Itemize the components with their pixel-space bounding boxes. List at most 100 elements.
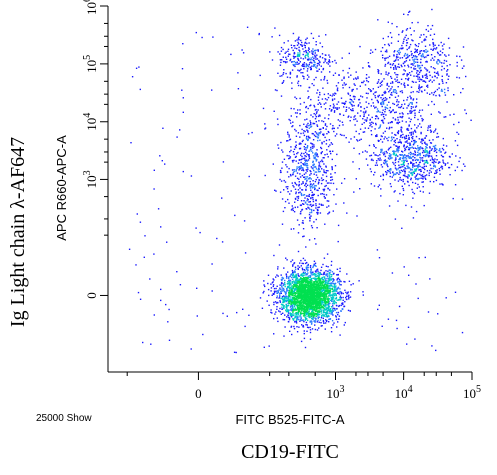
event-dot — [321, 53, 324, 55]
event-dot — [312, 305, 314, 307]
event-dot — [306, 74, 309, 76]
event-dot — [289, 330, 291, 332]
event-dot — [300, 304, 302, 306]
event-dot — [303, 269, 305, 271]
event-dot — [395, 80, 397, 82]
event-dot — [308, 288, 310, 290]
event-dot — [279, 311, 281, 313]
event-dot — [461, 67, 464, 69]
event-dot — [293, 299, 296, 301]
event-dot — [389, 121, 392, 124]
event-dot — [355, 78, 358, 80]
event-dot — [419, 148, 421, 150]
event-dot — [327, 213, 329, 215]
event-dot — [303, 194, 306, 196]
event-dot — [439, 173, 441, 175]
event-dot — [333, 111, 336, 113]
event-dot — [279, 293, 281, 295]
event-dot — [326, 133, 328, 135]
event-dot — [311, 83, 313, 85]
event-dot — [308, 48, 310, 50]
event-dot — [305, 302, 307, 304]
event-dot — [340, 292, 343, 294]
event-dot — [398, 49, 400, 52]
event-dot — [332, 290, 335, 293]
event-dot — [297, 232, 300, 234]
event-dot — [352, 109, 354, 112]
event-dot — [320, 293, 322, 296]
event-dot — [323, 299, 326, 302]
event-dot — [331, 166, 333, 168]
event-dot — [312, 308, 315, 310]
event-dot — [401, 120, 404, 122]
event-dot — [306, 293, 308, 295]
event-dot — [279, 307, 281, 310]
event-dot — [396, 131, 399, 134]
event-dot — [280, 291, 282, 293]
event-dot — [364, 150, 367, 152]
event-dot — [423, 167, 425, 169]
event-dot — [326, 277, 328, 280]
event-dot — [424, 149, 426, 152]
event-dot — [380, 102, 382, 104]
event-dot — [394, 164, 396, 167]
event-dot — [276, 285, 278, 287]
event-dot — [294, 128, 296, 131]
event-dot — [434, 146, 436, 149]
event-dot — [302, 181, 304, 183]
event-dot — [339, 290, 342, 293]
event-dot — [301, 285, 303, 287]
event-dot — [412, 166, 414, 168]
event-dot — [393, 191, 395, 193]
event-dot — [289, 279, 291, 281]
event-dot — [403, 13, 405, 15]
event-dot — [410, 161, 412, 163]
event-dot — [315, 265, 317, 267]
event-dot — [420, 34, 422, 36]
event-dot — [403, 161, 405, 164]
event-dot — [456, 65, 458, 67]
event-dot — [330, 173, 332, 175]
event-dot — [322, 68, 324, 71]
event-dot — [329, 302, 331, 305]
event-dot — [404, 103, 406, 105]
event-dot — [323, 188, 326, 190]
event-dot — [413, 68, 415, 70]
event-dot — [287, 140, 289, 142]
event-dot — [397, 131, 400, 133]
event-dot — [294, 303, 296, 305]
event-dot — [276, 317, 278, 319]
event-dot — [310, 146, 312, 149]
event-dot — [320, 193, 322, 195]
event-dot — [443, 59, 446, 62]
event-dot — [327, 281, 330, 283]
event-dot — [345, 109, 348, 111]
event-dot — [412, 131, 414, 133]
event-dot — [431, 157, 433, 159]
event-dot — [335, 296, 338, 299]
event-dot — [292, 285, 294, 287]
event-dot — [273, 293, 275, 295]
event-dot — [283, 288, 285, 291]
event-dot — [325, 293, 327, 295]
event-dot — [284, 200, 287, 203]
event-dot — [350, 116, 352, 118]
event-dot — [347, 72, 349, 74]
event-dot — [347, 295, 349, 297]
event-dot — [308, 86, 310, 89]
event-dot — [290, 309, 293, 312]
event-dot — [328, 273, 330, 275]
event-dot — [433, 160, 436, 162]
event-dot — [377, 155, 379, 157]
event-dot — [305, 111, 307, 113]
event-dot — [423, 50, 425, 52]
event-dot — [319, 298, 321, 301]
event-dot — [314, 171, 316, 173]
event-dot — [339, 295, 342, 297]
event-dot — [319, 297, 321, 300]
event-dot — [292, 297, 294, 299]
event-dot — [290, 283, 292, 285]
event-dot — [306, 281, 309, 283]
event-dot — [313, 169, 315, 172]
event-dot — [302, 278, 304, 281]
